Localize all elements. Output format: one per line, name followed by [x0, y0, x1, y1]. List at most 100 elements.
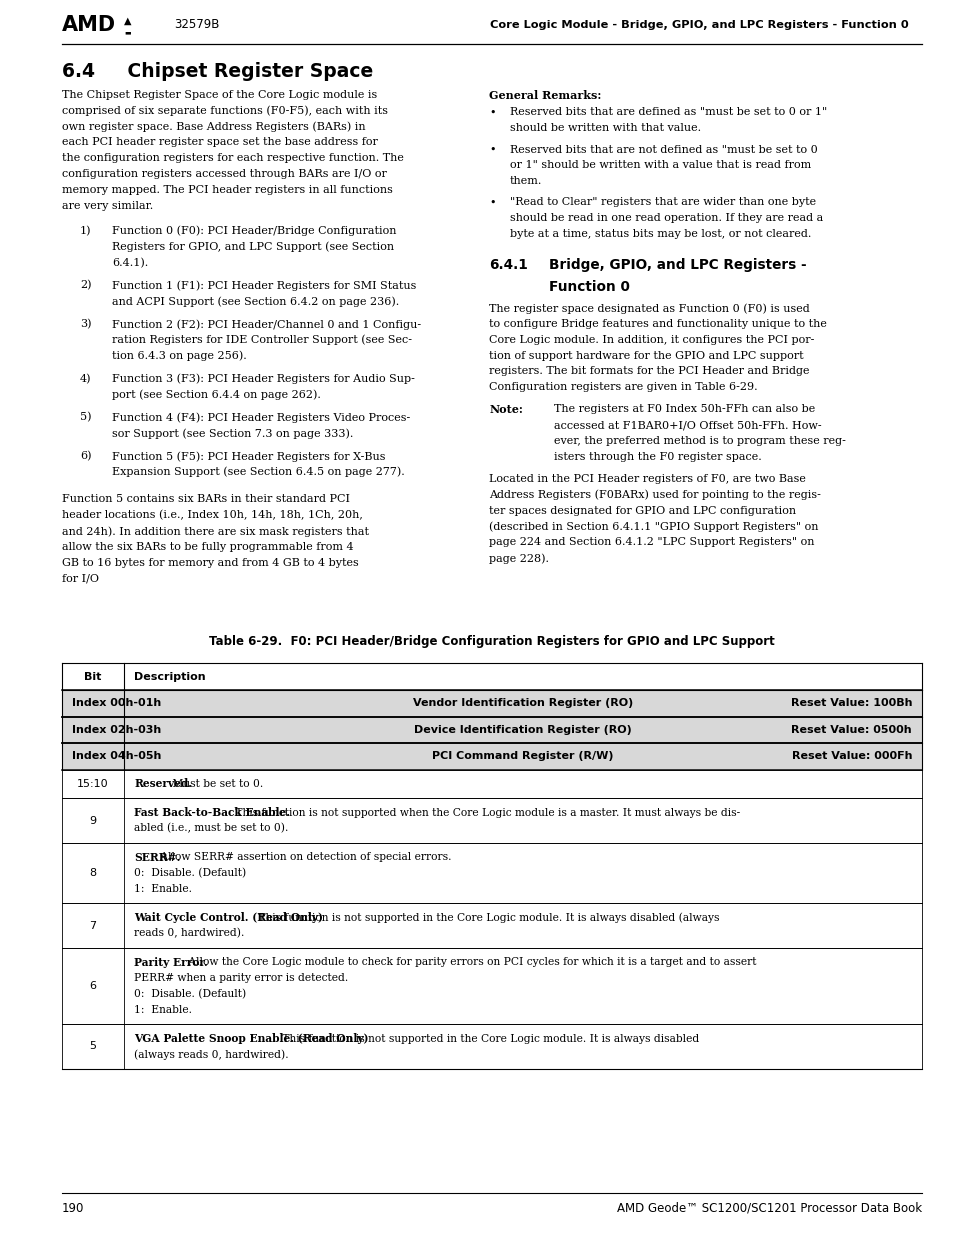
- Text: tion of support hardware for the GPIO and LPC support: tion of support hardware for the GPIO an…: [489, 351, 803, 361]
- Text: Function 2 (F2): PCI Header/Channel 0 and 1 Configu-: Function 2 (F2): PCI Header/Channel 0 an…: [112, 319, 420, 330]
- Text: ration Registers for IDE Controller Support (see Sec-: ration Registers for IDE Controller Supp…: [112, 335, 412, 346]
- Text: ter spaces designated for GPIO and LPC configuration: ter spaces designated for GPIO and LPC c…: [489, 505, 796, 515]
- Text: 0:  Disable. (Default): 0: Disable. (Default): [133, 989, 246, 999]
- Text: Reserved bits that are defined as "must be set to 0 or 1": Reserved bits that are defined as "must …: [509, 107, 826, 117]
- Text: Expansion Support (see Section 6.4.5 on page 277).: Expansion Support (see Section 6.4.5 on …: [112, 467, 404, 478]
- Text: Configuration registers are given in Table 6-29.: Configuration registers are given in Tab…: [489, 383, 758, 393]
- Text: •: •: [489, 198, 496, 207]
- Text: This function is not supported in the Core Logic module. It is always disabled: This function is not supported in the Co…: [278, 1034, 699, 1044]
- Text: Must be set to 0.: Must be set to 0.: [169, 779, 263, 789]
- Text: should be read in one read operation. If they are read a: should be read in one read operation. If…: [509, 214, 821, 224]
- Text: reads 0, hardwired).: reads 0, hardwired).: [133, 929, 244, 939]
- Text: ▬: ▬: [124, 28, 131, 35]
- Text: 4): 4): [80, 374, 91, 384]
- Text: them.: them.: [509, 177, 541, 186]
- Text: registers. The bit formats for the PCI Header and Bridge: registers. The bit formats for the PCI H…: [489, 367, 809, 377]
- Text: Function 0 (F0): PCI Header/Bridge Configuration: Function 0 (F0): PCI Header/Bridge Confi…: [112, 226, 396, 236]
- Text: Registers for GPIO, and LPC Support (see Section: Registers for GPIO, and LPC Support (see…: [112, 242, 394, 252]
- Text: Allow SERR# assertion on detection of special errors.: Allow SERR# assertion on detection of sp…: [157, 852, 452, 862]
- Text: comprised of six separate functions (F0-F5), each with its: comprised of six separate functions (F0-…: [62, 106, 388, 116]
- Text: accessed at F1BAR0+I/O Offset 50h-FFh. How-: accessed at F1BAR0+I/O Offset 50h-FFh. H…: [554, 420, 821, 430]
- Text: 1): 1): [80, 226, 91, 236]
- Text: Address Registers (F0BARx) used for pointing to the regis-: Address Registers (F0BARx) used for poin…: [489, 490, 821, 500]
- Text: Reserved bits that are not defined as "must be set to 0: Reserved bits that are not defined as "m…: [509, 144, 817, 154]
- Text: or 1" should be written with a value that is read from: or 1" should be written with a value tha…: [509, 161, 810, 170]
- Text: tion 6.4.3 on page 256).: tion 6.4.3 on page 256).: [112, 351, 247, 362]
- Text: Reset Value: 000Fh: Reset Value: 000Fh: [791, 751, 911, 761]
- Text: Core Logic Module - Bridge, GPIO, and LPC Registers - Function 0: Core Logic Module - Bridge, GPIO, and LP…: [490, 20, 908, 30]
- Text: (always reads 0, hardwired).: (always reads 0, hardwired).: [133, 1049, 289, 1060]
- Text: sor Support (see Section 7.3 on page 333).: sor Support (see Section 7.3 on page 333…: [112, 429, 353, 438]
- Text: AMD: AMD: [62, 15, 116, 35]
- Bar: [62, 798, 921, 844]
- Text: Function 1 (F1): PCI Header Registers for SMI Status: Function 1 (F1): PCI Header Registers fo…: [112, 280, 416, 291]
- Text: should be written with that value.: should be written with that value.: [509, 124, 700, 133]
- Text: 6.4.1).: 6.4.1).: [112, 257, 148, 268]
- Text: abled (i.e., must be set to 0).: abled (i.e., must be set to 0).: [133, 824, 288, 834]
- Bar: [62, 716, 921, 743]
- Text: Function 5 (F5): PCI Header Registers for X-Bus: Function 5 (F5): PCI Header Registers fo…: [112, 451, 385, 462]
- Text: SERR#.: SERR#.: [133, 852, 180, 863]
- Text: Fast Back-to-Back Enable.: Fast Back-to-Back Enable.: [133, 808, 290, 819]
- Text: 190: 190: [62, 1202, 84, 1214]
- Bar: [62, 844, 921, 903]
- Text: Core Logic module. In addition, it configures the PCI por-: Core Logic module. In addition, it confi…: [489, 335, 814, 345]
- Text: 1:  Enable.: 1: Enable.: [133, 884, 192, 894]
- Text: "Read to Clear" registers that are wider than one byte: "Read to Clear" registers that are wider…: [509, 198, 815, 207]
- Text: GB to 16 bytes for memory and from 4 GB to 4 bytes: GB to 16 bytes for memory and from 4 GB …: [62, 558, 358, 568]
- Text: 5): 5): [80, 412, 91, 422]
- Text: 1:  Enable.: 1: Enable.: [133, 1005, 192, 1015]
- Text: isters through the F0 register space.: isters through the F0 register space.: [554, 452, 761, 462]
- Text: 8: 8: [90, 868, 96, 878]
- Text: 5: 5: [90, 1041, 96, 1051]
- Text: •: •: [489, 144, 496, 154]
- Text: Function 0: Function 0: [549, 279, 630, 294]
- Text: Reserved.: Reserved.: [133, 778, 192, 789]
- Text: Index 04h-05h: Index 04h-05h: [71, 751, 161, 761]
- Text: 3): 3): [80, 319, 91, 330]
- Text: allow the six BARs to be fully programmable from 4: allow the six BARs to be fully programma…: [62, 542, 354, 552]
- Text: This function is not supported when the Core Logic module is a master. It must a: This function is not supported when the …: [232, 808, 740, 818]
- Text: PERR# when a parity error is detected.: PERR# when a parity error is detected.: [133, 973, 348, 983]
- Text: Index 02h-03h: Index 02h-03h: [71, 725, 161, 735]
- Text: and ACPI Support (see Section 6.4.2 on page 236).: and ACPI Support (see Section 6.4.2 on p…: [112, 296, 399, 306]
- Text: Parity Error.: Parity Error.: [133, 957, 208, 968]
- Text: 6.4.1: 6.4.1: [489, 258, 528, 272]
- Text: Bit: Bit: [84, 672, 102, 682]
- Text: Vendor Identification Register (RO): Vendor Identification Register (RO): [413, 698, 633, 708]
- Text: 6): 6): [80, 451, 91, 462]
- Text: 32579B: 32579B: [173, 19, 219, 32]
- Text: header locations (i.e., Index 10h, 14h, 18h, 1Ch, 20h,: header locations (i.e., Index 10h, 14h, …: [62, 510, 362, 521]
- Text: (described in Section 6.4.1.1 "GPIO Support Registers" on: (described in Section 6.4.1.1 "GPIO Supp…: [489, 521, 818, 532]
- Text: configuration registers accessed through BARs are I/O or: configuration registers accessed through…: [62, 169, 387, 179]
- Text: page 228).: page 228).: [489, 553, 549, 563]
- Text: Reset Value: 0500h: Reset Value: 0500h: [791, 725, 911, 735]
- Text: VGA Palette Snoop Enable. (Read Only): VGA Palette Snoop Enable. (Read Only): [133, 1032, 368, 1044]
- Text: Description: Description: [133, 672, 206, 682]
- Text: 0:  Disable. (Default): 0: Disable. (Default): [133, 868, 246, 878]
- Text: This function is not supported in the Core Logic module. It is always disabled (: This function is not supported in the Co…: [255, 913, 719, 923]
- Text: to configure Bridge features and functionality unique to the: to configure Bridge features and functio…: [489, 319, 826, 329]
- Text: 6.4     Chipset Register Space: 6.4 Chipset Register Space: [62, 62, 373, 82]
- Text: page 224 and Section 6.4.1.2 "LPC Support Registers" on: page 224 and Section 6.4.1.2 "LPC Suppor…: [489, 537, 814, 547]
- Text: own register space. Base Address Registers (BARs) in: own register space. Base Address Registe…: [62, 121, 365, 132]
- Text: Function 5 contains six BARs in their standard PCI: Function 5 contains six BARs in their st…: [62, 494, 350, 504]
- Text: Table 6-29.  F0: PCI Header/Bridge Configuration Registers for GPIO and LPC Supp: Table 6-29. F0: PCI Header/Bridge Config…: [209, 635, 774, 648]
- Text: 15:10: 15:10: [77, 779, 109, 789]
- Text: The registers at F0 Index 50h-FFh can also be: The registers at F0 Index 50h-FFh can al…: [554, 404, 815, 415]
- Text: Reset Value: 100Bh: Reset Value: 100Bh: [790, 698, 911, 708]
- Text: each PCI header register space set the base address for: each PCI header register space set the b…: [62, 137, 377, 147]
- Text: and 24h). In addition there are six mask registers that: and 24h). In addition there are six mask…: [62, 526, 369, 537]
- Bar: [62, 743, 921, 769]
- Text: •: •: [489, 107, 496, 117]
- Text: Index 00h-01h: Index 00h-01h: [71, 698, 161, 708]
- Text: The register space designated as Function 0 (F0) is used: The register space designated as Functio…: [489, 304, 809, 314]
- Text: ▲: ▲: [124, 16, 132, 26]
- Text: AMD Geode™ SC1200/SC1201 Processor Data Book: AMD Geode™ SC1200/SC1201 Processor Data …: [617, 1202, 921, 1214]
- Text: General Remarks:: General Remarks:: [489, 90, 601, 101]
- Text: Allow the Core Logic module to check for parity errors on PCI cycles for which i: Allow the Core Logic module to check for…: [185, 957, 756, 967]
- Text: the configuration registers for each respective function. The: the configuration registers for each res…: [62, 153, 403, 163]
- Text: Function 4 (F4): PCI Header Registers Video Proces-: Function 4 (F4): PCI Header Registers Vi…: [112, 412, 410, 422]
- Text: port (see Section 6.4.4 on page 262).: port (see Section 6.4.4 on page 262).: [112, 389, 320, 400]
- Text: 9: 9: [90, 815, 96, 826]
